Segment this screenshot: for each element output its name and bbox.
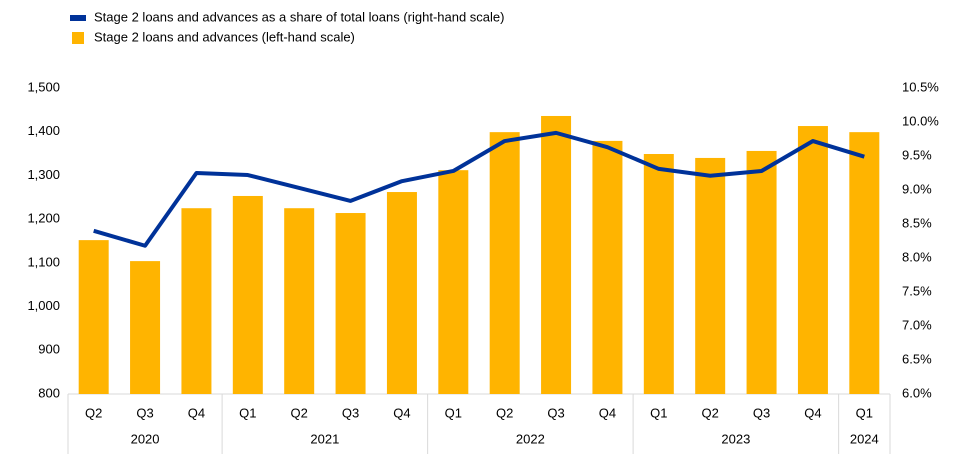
bar: [592, 140, 623, 394]
x-tick-label: Q2: [85, 405, 102, 420]
bar: [797, 126, 828, 394]
legend-label: Stage 2 loans and advances (left-hand sc…: [94, 29, 355, 44]
x-tick-label: Q1: [445, 405, 462, 420]
x-tick-label: Q1: [856, 405, 873, 420]
bar: [438, 170, 469, 394]
x-tick-label: Q2: [496, 405, 513, 420]
year-label: 2021: [310, 431, 339, 446]
x-tick-label: Q3: [136, 405, 153, 420]
x-tick-label: Q4: [393, 405, 410, 420]
bar: [284, 208, 315, 394]
x-tick-label: Q4: [599, 405, 616, 420]
bar: [181, 208, 212, 394]
y2-tick-label: 9.5%: [902, 147, 932, 162]
year-label: 2023: [721, 431, 750, 446]
bar: [643, 154, 674, 394]
year-label: 2022: [516, 431, 545, 446]
bar: [541, 115, 572, 394]
y-tick-label: 1,200: [27, 211, 60, 226]
x-tick-label: Q3: [753, 405, 770, 420]
y-tick-label: 900: [38, 342, 60, 357]
bar: [232, 195, 263, 394]
bar: [849, 132, 880, 394]
bar: [746, 150, 777, 394]
y2-tick-label: 7.0%: [902, 317, 932, 332]
bar: [386, 192, 417, 394]
bar: [78, 240, 109, 394]
x-tick-label: Q3: [547, 405, 564, 420]
y-tick-label: 1,100: [27, 254, 60, 269]
legend-line: [70, 15, 86, 21]
y2-tick-label: 10.0%: [902, 113, 939, 128]
y-tick-label: 1,500: [27, 79, 60, 94]
x-tick-label: Q4: [804, 405, 821, 420]
x-tick-label: Q2: [702, 405, 719, 420]
x-tick-label: Q3: [342, 405, 359, 420]
line: [93, 130, 865, 248]
y2-tick-label: 9.0%: [902, 181, 932, 196]
legend-label: Stage 2 loans and advances as a share of…: [94, 9, 504, 24]
y2-tick-label: 8.5%: [902, 215, 932, 230]
y2-tick-label: 8.0%: [902, 249, 932, 264]
year-label: 2020: [131, 431, 160, 446]
bar: [489, 132, 520, 394]
y2-tick-label: 6.0%: [902, 385, 932, 400]
y2-tick-label: 7.5%: [902, 283, 932, 298]
y-tick-label: 1,400: [27, 123, 60, 138]
x-tick-label: Q4: [188, 405, 205, 420]
y-tick-label: 800: [38, 385, 60, 400]
x-tick-label: Q1: [239, 405, 256, 420]
x-tick-label: Q1: [650, 405, 667, 420]
legend-swatch: [72, 32, 84, 44]
y2-tick-label: 6.5%: [902, 351, 932, 366]
bar: [130, 261, 161, 394]
y-tick-label: 1,300: [27, 167, 60, 182]
year-label: 2024: [850, 431, 879, 446]
bar: [695, 157, 726, 394]
x-tick-label: Q2: [291, 405, 308, 420]
y2-tick-label: 10.5%: [902, 79, 939, 94]
bar: [335, 213, 366, 394]
y-tick-label: 1,000: [27, 298, 60, 313]
